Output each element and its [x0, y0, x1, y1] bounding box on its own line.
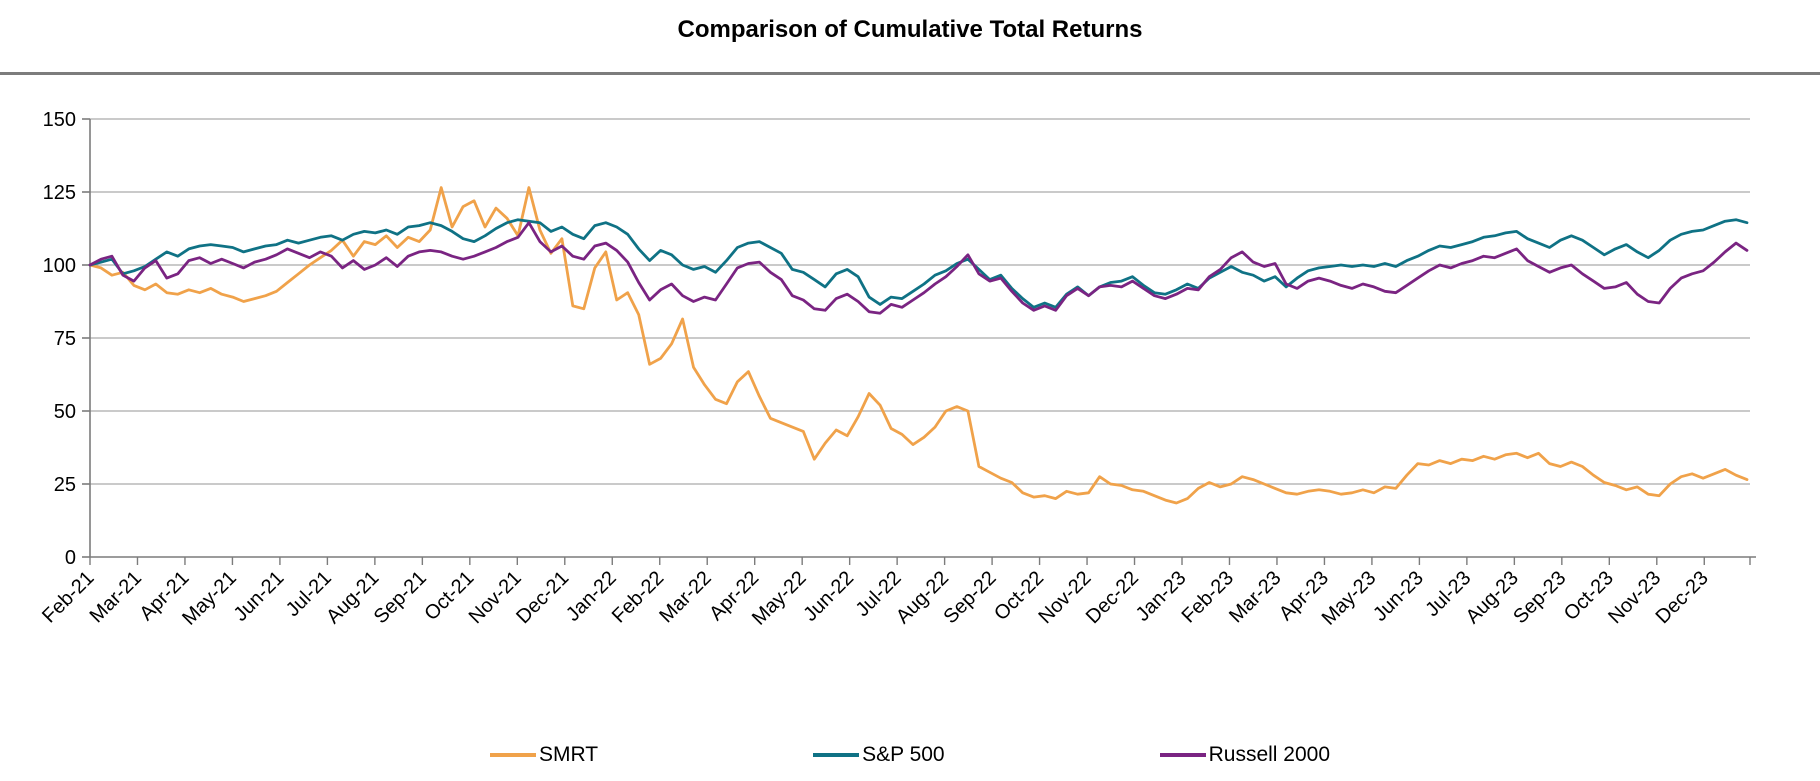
x-tick-label-sep-21: Sep-21 — [370, 567, 431, 628]
x-tick-label-jun-21: Jun-21 — [230, 567, 289, 626]
x-tick-label-sep-22: Sep-22 — [939, 567, 1000, 628]
x-tick-label-nov-21: Nov-21 — [465, 567, 526, 628]
x-tick-label-dec-23: Dec-23 — [1652, 567, 1713, 628]
s-p-500-line — [88, 218, 1749, 309]
x-tick-label-dec-21: Dec-21 — [512, 567, 573, 628]
x-tick-label-nov-22: Nov-22 — [1034, 567, 1095, 628]
x-tick-label-nov-23: Nov-23 — [1604, 567, 1665, 628]
legend-label-russell-2000: Russell 2000 — [1208, 743, 1331, 766]
x-tick-label-jun-23: Jun-23 — [1369, 567, 1428, 626]
x-tick-label-may-22: May-22 — [748, 567, 811, 630]
legend-item-russell-2000: Russell 2000 — [1159, 743, 1331, 767]
russell-2000-line — [88, 221, 1749, 315]
y-tick-label-50: 50 — [54, 401, 76, 423]
x-tick-label-jun-22: Jun-22 — [799, 567, 858, 626]
legend-swatch-s-p-500 — [813, 753, 860, 757]
legend-swatch-smrt — [489, 753, 536, 757]
x-tick-label-aug-22: Aug-22 — [892, 567, 953, 628]
y-tick-label-0: 0 — [65, 547, 76, 569]
legend-label-smrt: SMRT — [538, 743, 599, 766]
x-tick-label-mar-23: Mar-23 — [1225, 567, 1285, 627]
x-tick-label-feb-21: Feb-21 — [38, 567, 98, 627]
x-tick-label-aug-21: Aug-21 — [322, 567, 383, 628]
x-tick-label-mar-21: Mar-21 — [86, 567, 146, 627]
y-tick-label-150: 150 — [43, 109, 76, 131]
y-tick-label-25: 25 — [54, 474, 76, 496]
x-tick-label-may-23: May-23 — [1318, 567, 1381, 630]
chart-title: Comparison of Cumulative Total Returns — [677, 16, 1143, 43]
title-divider — [0, 72, 1820, 75]
y-tick-label-125: 125 — [43, 182, 76, 204]
x-tick-label-sep-23: Sep-23 — [1509, 567, 1570, 628]
x-tick-label-aug-23: Aug-23 — [1462, 567, 1523, 628]
legend-item-s-p-500: S&P 500 — [813, 743, 945, 767]
y-tick-label-100: 100 — [43, 255, 76, 277]
legend-label-s-p-500: S&P 500 — [862, 743, 945, 766]
y-tick-label-75: 75 — [54, 328, 76, 350]
x-tick-label-feb-23: Feb-23 — [1178, 567, 1238, 627]
legend-item-smrt: SMRT — [489, 743, 599, 767]
chart-legend: SMRT S&P 500 Russell 2000 — [0, 743, 1820, 767]
returns-line-chart: 0255075100125150Feb-21Mar-21Apr-21May-21… — [38, 109, 1756, 630]
x-tick-label-mar-22: Mar-22 — [655, 567, 715, 627]
x-tick-label-feb-22: Feb-22 — [608, 567, 668, 627]
legend-swatch-russell-2000 — [1159, 753, 1206, 757]
x-tick-label-may-21: May-21 — [178, 567, 241, 630]
x-tick-label-dec-22: Dec-22 — [1082, 567, 1143, 628]
smrt-line — [88, 186, 1749, 505]
